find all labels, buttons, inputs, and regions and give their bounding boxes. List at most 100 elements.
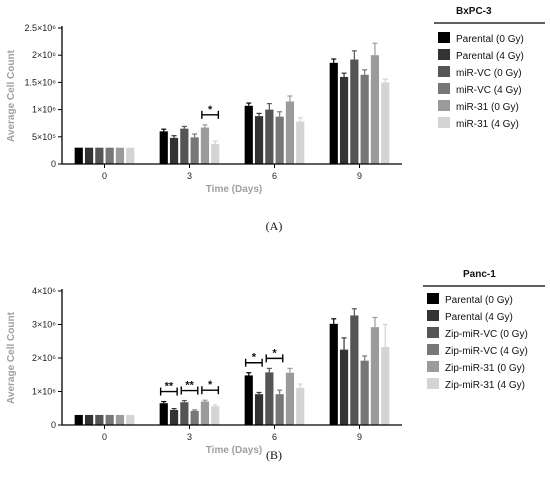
- significance-label: *: [252, 352, 257, 364]
- x-tick-label: 0: [102, 432, 107, 442]
- legend-swatch-5: [438, 117, 450, 128]
- legend-title: Panc-1: [463, 269, 496, 280]
- y-tick-label: 2×10⁶: [32, 50, 56, 60]
- legend-swatch-0: [427, 293, 439, 304]
- x-tick-label: 3: [187, 171, 192, 181]
- bar-series-1-day-9: [339, 76, 349, 164]
- bar-series-1-day-3: [169, 137, 179, 164]
- legend-swatch-1: [427, 310, 439, 321]
- legend-entry-2: Zip-miR-VC (0 Gy): [445, 329, 528, 340]
- x-tick-label: 0: [102, 171, 107, 181]
- legend-entry-3: miR-VC (4 Gy): [456, 85, 522, 96]
- bar-series-2-day-0: [95, 147, 104, 164]
- x-tick-label: 9: [357, 171, 362, 181]
- significance-label: *: [208, 104, 213, 116]
- bar-series-5-day-9: [381, 82, 390, 164]
- y-tick-label: 4×10⁶: [32, 286, 56, 296]
- significance-label: *: [208, 379, 213, 391]
- bar-series-5-day-3: [211, 406, 220, 425]
- legend-entry-2: miR-VC (0 Gy): [456, 68, 522, 79]
- y-tick-label: 0: [51, 420, 56, 430]
- bar-series-0-day-0: [74, 147, 83, 164]
- bar-series-4-day-0: [115, 414, 125, 425]
- bar-series-5-day-0: [126, 414, 135, 425]
- bar-series-5-day-0: [126, 147, 135, 164]
- legend-swatch-0: [438, 32, 450, 43]
- bar-series-2-day-0: [95, 414, 104, 425]
- legend-entry-3: Zip-miR-VC (4 Gy): [445, 346, 528, 357]
- bar-series-0-day-0: [74, 414, 83, 425]
- legend-entry-0: Parental (0 Gy): [445, 295, 513, 306]
- y-tick-label: 1×10⁶: [32, 105, 56, 115]
- bar-series-2-day-3: [180, 402, 189, 425]
- panel-a-chart: 0 5×10⁵ 1×10⁶ 1.5×10⁶ 2×10⁶ 2.5×10⁶ 0 3 6 9 Time (…: [6, 6, 545, 233]
- x-tick-label: 9: [357, 432, 362, 442]
- legend-swatch-2: [427, 327, 439, 338]
- bar-series-1-day-9: [339, 349, 349, 426]
- y-tick-label: 5×10⁵: [32, 132, 56, 142]
- legend-entry-1: Parental (4 Gy): [445, 312, 513, 323]
- bar-series-5-day-6: [296, 387, 305, 425]
- bar-series-3-day-6: [275, 394, 284, 425]
- panel-label: (A): [266, 219, 283, 233]
- x-tick-label: 6: [272, 171, 277, 181]
- legend-entry-4: miR-31 (0 Gy): [456, 102, 519, 113]
- legend-entry-0: Parental (0 Gy): [456, 34, 524, 45]
- legend-swatch-5: [427, 378, 439, 389]
- bar-series-2-day-9: [350, 315, 359, 425]
- legend-entry-5: Zip-miR-31 (4 Gy): [445, 380, 525, 391]
- y-tick-label: 2.5×10⁶: [25, 23, 57, 33]
- legend-entry-4: Zip-miR-31 (0 Gy): [445, 363, 525, 374]
- legend-title: BxPC-3: [456, 6, 492, 17]
- bar-series-0-day-9: [329, 62, 338, 164]
- y-axis-title: Average Cell Count: [6, 49, 17, 142]
- y-tick-label: 0: [51, 159, 56, 169]
- panel-label: (B): [266, 448, 282, 462]
- significance-label: **: [165, 381, 174, 393]
- bar-series-1-day-3: [169, 409, 179, 425]
- bar-series-4-day-6: [285, 372, 295, 425]
- legend-swatch-1: [438, 49, 450, 60]
- legend-swatch-3: [427, 344, 439, 355]
- bar-series-2-day-9: [350, 59, 359, 164]
- x-axis-title: Time (Days): [206, 445, 263, 456]
- bar-series-3-day-6: [275, 116, 284, 164]
- panel-b-chart: 0 1×10⁶ 2×10⁶ 3×10⁶ 4×10⁶ 0 3 6 9 Time (Days) Aver…: [6, 269, 545, 462]
- x-tick-label: 3: [187, 432, 192, 442]
- bar-series-5-day-3: [211, 143, 220, 164]
- bar-series-4-day-6: [285, 101, 295, 164]
- legend-swatch-4: [427, 361, 439, 372]
- bar-series-4-day-3: [200, 127, 210, 164]
- legend-entry-1: Parental (4 Gy): [456, 51, 524, 62]
- bar-series-3-day-3: [190, 410, 199, 425]
- bar-series-3-day-0: [105, 147, 114, 164]
- y-axis-title: Average Cell Count: [6, 311, 17, 404]
- bar-series-2-day-6: [265, 109, 274, 164]
- significance-label: **: [185, 380, 194, 392]
- x-axis-title: Time (Days): [206, 184, 263, 195]
- bar-series-2-day-6: [265, 372, 274, 425]
- x-tick-label: 6: [272, 432, 277, 442]
- y-tick-label: 2×10⁶: [32, 353, 56, 363]
- bar-series-5-day-9: [381, 346, 390, 425]
- y-tick-label: 3×10⁶: [32, 320, 56, 330]
- bar-series-4-day-0: [115, 147, 125, 164]
- bar-series-0-day-6: [244, 375, 253, 425]
- bar-series-3-day-0: [105, 414, 114, 425]
- bar-series-0-day-3: [159, 403, 168, 425]
- legend-swatch-4: [438, 100, 450, 111]
- bar-series-2-day-3: [180, 128, 189, 164]
- bar-series-5-day-6: [296, 121, 305, 164]
- bar-series-1-day-0: [84, 147, 94, 164]
- bar-series-4-day-9: [370, 327, 380, 425]
- legend-swatch-3: [438, 83, 450, 94]
- bar-series-1-day-6: [254, 116, 264, 164]
- bar-series-1-day-6: [254, 394, 264, 425]
- legend-swatch-2: [438, 66, 450, 77]
- bar-series-1-day-0: [84, 414, 94, 425]
- bar-series-0-day-3: [159, 131, 168, 164]
- bar-series-4-day-9: [370, 55, 380, 165]
- bar-series-0-day-9: [329, 323, 338, 425]
- significance-label: *: [272, 347, 277, 359]
